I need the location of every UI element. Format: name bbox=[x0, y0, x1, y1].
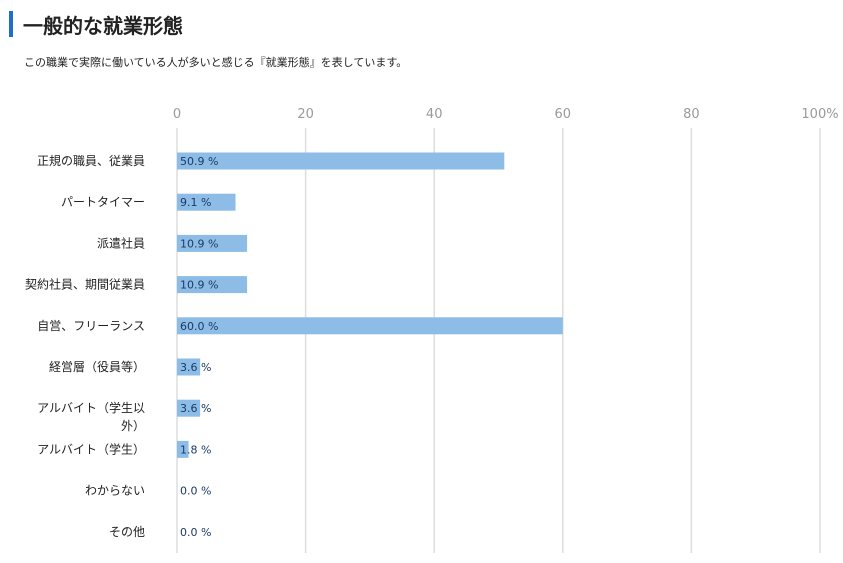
bar bbox=[177, 234, 248, 252]
category-label: 正規の職員、従業員 bbox=[37, 153, 145, 168]
value-label: 60.0 % bbox=[180, 320, 218, 333]
category-label: アルバイト（学生以 bbox=[37, 400, 145, 415]
bar bbox=[177, 358, 201, 376]
page-subtitle: この職業で実際に働いている人が多いと感じる『就業形態』を表しています。 bbox=[24, 56, 408, 69]
page-title: 一般的な就業形態 bbox=[23, 13, 183, 38]
heading-accent-bar bbox=[9, 11, 13, 37]
category-label: 外） bbox=[121, 419, 145, 433]
category-label: 派遣社員 bbox=[97, 235, 145, 250]
category-label: その他 bbox=[109, 525, 145, 539]
value-label: 0.0 % bbox=[180, 526, 211, 539]
value-label: 3.6 % bbox=[180, 402, 211, 415]
x-tick-label: 40 bbox=[426, 107, 443, 122]
category-label: アルバイト（学生） bbox=[37, 441, 145, 456]
value-label: 50.9 % bbox=[180, 155, 218, 168]
bar bbox=[177, 152, 505, 170]
category-label: 契約社員、期間従業員 bbox=[25, 277, 145, 292]
bar bbox=[177, 193, 236, 211]
value-label: 3.6 % bbox=[180, 361, 211, 374]
x-tick-label: 100% bbox=[801, 107, 838, 122]
category-label: パートタイマー bbox=[61, 195, 145, 209]
bar bbox=[177, 399, 201, 417]
bar bbox=[177, 317, 563, 335]
bar bbox=[177, 276, 248, 294]
value-label: 9.1 % bbox=[180, 196, 211, 209]
category-label: 経営層（役員等） bbox=[49, 359, 145, 374]
value-label: 10.9 % bbox=[180, 279, 218, 292]
x-tick-label: 0 bbox=[173, 107, 181, 122]
bar bbox=[177, 440, 189, 458]
value-label: 10.9 % bbox=[180, 237, 218, 250]
x-tick-label: 80 bbox=[683, 107, 700, 122]
page-heading: 一般的な就業形態 bbox=[9, 10, 183, 38]
category-label: 自営、フリーランス bbox=[37, 319, 145, 333]
value-label: 1.8 % bbox=[180, 443, 211, 456]
category-label: わからない bbox=[85, 484, 145, 498]
value-label: 0.0 % bbox=[180, 485, 211, 498]
x-tick-label: 20 bbox=[297, 107, 314, 122]
x-tick-label: 60 bbox=[555, 107, 572, 122]
